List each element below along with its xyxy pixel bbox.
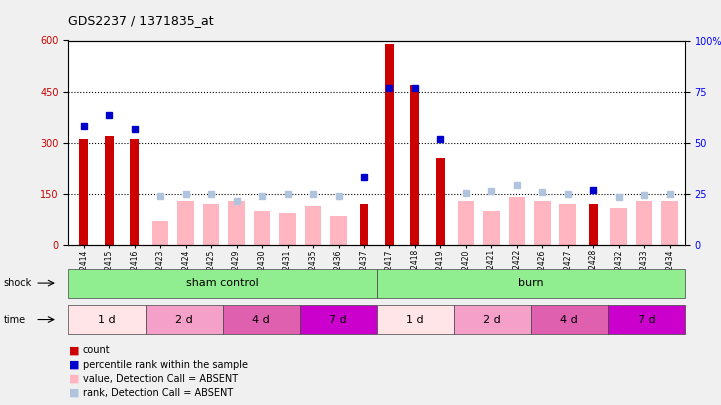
Text: value, Detection Call = ABSENT: value, Detection Call = ABSENT [83, 374, 238, 384]
Bar [410, 85, 420, 245]
Bar [436, 158, 445, 245]
Bar [131, 139, 139, 245]
Bar [559, 204, 576, 245]
Text: 7 d: 7 d [637, 315, 655, 324]
Text: percentile rank within the sample: percentile rank within the sample [83, 360, 248, 369]
Bar [330, 216, 347, 245]
Text: 4 d: 4 d [252, 315, 270, 324]
Bar [661, 201, 678, 245]
Text: rank, Detection Call = ABSENT: rank, Detection Call = ABSENT [83, 388, 233, 398]
Text: ■: ■ [68, 374, 79, 384]
Bar [483, 211, 500, 245]
Text: ■: ■ [68, 345, 79, 355]
Bar [305, 206, 322, 245]
Bar [508, 197, 525, 245]
Text: ■: ■ [68, 360, 79, 369]
Text: GDS2237 / 1371835_at: GDS2237 / 1371835_at [68, 14, 214, 27]
Text: sham control: sham control [186, 278, 259, 288]
Text: shock: shock [4, 278, 32, 288]
Bar [534, 201, 551, 245]
Text: count: count [83, 345, 110, 355]
Text: burn: burn [518, 278, 544, 288]
Text: 1 d: 1 d [407, 315, 424, 324]
Text: 2 d: 2 d [484, 315, 501, 324]
Bar [177, 201, 194, 245]
Bar [79, 139, 88, 245]
Text: 2 d: 2 d [175, 315, 193, 324]
Bar [589, 204, 598, 245]
Bar [458, 201, 474, 245]
Text: 7 d: 7 d [329, 315, 347, 324]
Text: ■: ■ [68, 388, 79, 398]
Text: 4 d: 4 d [560, 315, 578, 324]
Bar [360, 204, 368, 245]
Bar [279, 213, 296, 245]
Bar [254, 211, 270, 245]
Text: 1 d: 1 d [98, 315, 116, 324]
Bar [611, 207, 627, 245]
Bar [105, 136, 114, 245]
Bar [229, 201, 245, 245]
Bar [203, 204, 219, 245]
Text: time: time [4, 315, 26, 324]
Bar [152, 221, 169, 245]
Bar [385, 44, 394, 245]
Bar [636, 201, 653, 245]
